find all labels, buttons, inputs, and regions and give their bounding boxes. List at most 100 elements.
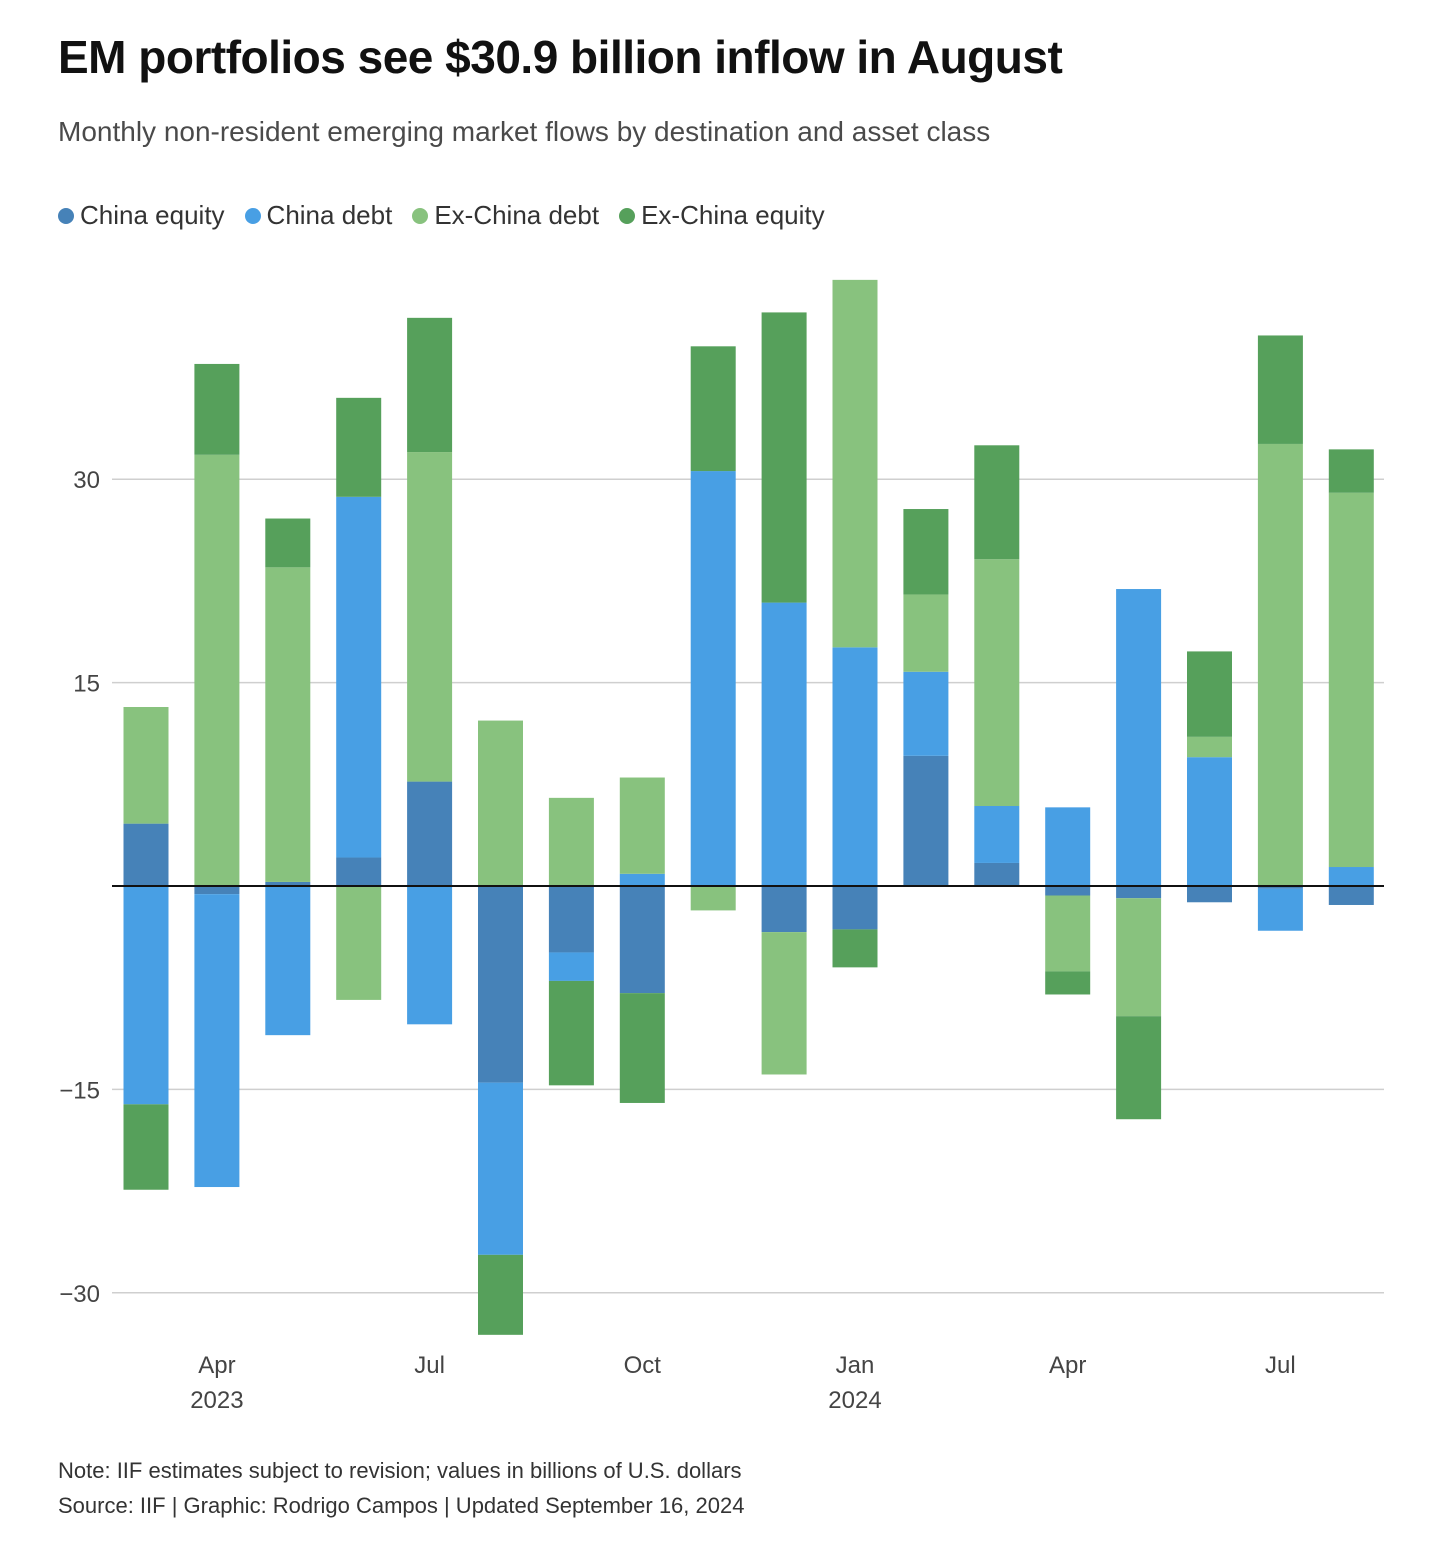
bar-china-equity <box>1328 886 1374 905</box>
bar-ex-china-debt <box>265 567 311 882</box>
bar-ex-china-debt <box>336 886 382 1000</box>
legend-item-china-debt: China debt <box>244 200 393 231</box>
bar-ex-china-equity <box>903 509 949 595</box>
bar-china-equity <box>619 886 665 994</box>
bar-ex-china-equity <box>832 929 878 968</box>
legend-swatch-ex-china-debt <box>412 207 429 224</box>
bar-china-debt <box>619 873 665 886</box>
bar-china-debt <box>1257 888 1303 931</box>
bar-china-equity <box>1045 886 1091 896</box>
bar-ex-china-equity <box>407 317 453 453</box>
bar-china-debt <box>761 602 807 886</box>
bar-china-debt <box>1187 757 1232 886</box>
bar-china-debt <box>478 1082 523 1255</box>
x-tick-label: Jul <box>414 1352 445 1379</box>
x-tick-year-label: 2023 <box>190 1387 243 1414</box>
bar-ex-china-equity <box>265 518 311 568</box>
bar-ex-china-equity <box>1116 1016 1162 1120</box>
bar-ex-china-debt <box>1116 898 1162 1017</box>
legend-swatch-china-equity <box>58 207 74 224</box>
bar-china-equity <box>903 755 949 886</box>
x-tick-label: Oct <box>624 1352 662 1379</box>
bar-ex-china-equity <box>548 980 594 1086</box>
bar-ex-china-debt <box>123 707 169 824</box>
bar-ex-china-debt <box>903 594 949 672</box>
x-tick-year-label: 2024 <box>828 1387 881 1414</box>
chart-subtitle: Monthly non-resident emerging market flo… <box>58 116 991 147</box>
chart-source: Source: IIF | Graphic: Rodrigo Campos | … <box>58 1493 745 1518</box>
legend-item-ex-china-debt: Ex-China debt <box>412 200 599 231</box>
bar-china-debt <box>336 496 382 858</box>
bar-china-equity <box>478 886 523 1083</box>
bar-china-equity <box>123 823 169 886</box>
bar-ex-china-debt <box>1045 895 1091 972</box>
legend-label: China debt <box>266 200 393 230</box>
bar-ex-china-equity <box>123 1104 169 1190</box>
bar-ex-china-equity <box>761 312 807 603</box>
bar-china-equity <box>832 886 878 930</box>
bar-china-debt <box>548 952 594 981</box>
bar-ex-china-equity <box>336 397 382 497</box>
x-tick-label: Apr <box>198 1352 235 1379</box>
y-tick-label: −15 <box>59 1077 100 1104</box>
bar-china-debt <box>1328 867 1374 886</box>
bar-china-equity <box>265 881 311 886</box>
legend-label: Ex-China debt <box>434 200 600 230</box>
legend-item-china-equity: China equity <box>58 200 225 231</box>
bar-ex-china-debt <box>1257 443 1303 886</box>
bar-china-equity <box>761 886 807 933</box>
bar-china-equity <box>974 862 1020 886</box>
bar-china-debt <box>194 894 240 1188</box>
legend-label: China equity <box>80 200 225 230</box>
legend-item-ex-china-equity: Ex-China equity <box>619 200 825 231</box>
bar-ex-china-equity <box>619 993 665 1103</box>
bar-china-debt <box>265 886 311 1036</box>
x-tick-label: Apr <box>1049 1352 1086 1379</box>
x-tick-label: Jul <box>1265 1352 1296 1379</box>
bar-ex-china-debt <box>548 797 594 886</box>
bar-china-debt <box>1116 589 1162 886</box>
bar-china-equity <box>407 781 453 886</box>
bar-ex-china-debt <box>974 559 1020 806</box>
bar-china-equity <box>548 886 594 953</box>
y-tick-label: −30 <box>59 1281 100 1308</box>
chart-note: Note: IIF estimates subject to revision;… <box>58 1458 742 1483</box>
bar-china-debt <box>974 805 1020 863</box>
bar-ex-china-equity <box>690 346 736 472</box>
bar-ex-china-debt <box>478 720 523 886</box>
x-tick-label: Jan <box>836 1352 875 1379</box>
bar-china-equity <box>194 886 240 895</box>
bar-ex-china-equity <box>194 363 240 455</box>
bar-ex-china-equity <box>1257 335 1303 444</box>
bar-ex-china-equity <box>1328 449 1374 493</box>
bar-ex-china-debt <box>619 777 665 874</box>
bar-ex-china-debt <box>761 932 807 1075</box>
bar-china-debt <box>123 886 169 1105</box>
bar-china-equity <box>336 857 382 886</box>
y-tick-label: 15 <box>73 671 100 698</box>
bar-china-debt <box>832 647 878 886</box>
bar-ex-china-debt <box>194 454 240 886</box>
bar-ex-china-equity <box>974 445 1020 560</box>
legend-swatch-china-debt <box>244 207 261 224</box>
legend-swatch-ex-china-equity <box>619 207 636 224</box>
legend: China equity China debt Ex-China debt Ex… <box>58 200 845 231</box>
bar-ex-china-debt <box>690 886 736 911</box>
bar-china-debt <box>690 471 736 886</box>
bar-ex-china-equity <box>1187 651 1232 737</box>
bar-ex-china-debt <box>832 279 878 648</box>
bar-china-debt <box>1045 807 1091 886</box>
bar-china-equity <box>1257 886 1303 889</box>
chart-title: EM portfolios see $30.9 billion inflow i… <box>58 31 1063 83</box>
bar-china-equity <box>1116 886 1162 899</box>
bar-ex-china-equity <box>478 1254 523 1335</box>
bar-ex-china-debt <box>407 452 453 782</box>
bar-ex-china-equity <box>1045 971 1091 995</box>
y-tick-label: 30 <box>73 467 100 494</box>
bar-ex-china-debt <box>1187 736 1232 758</box>
bar-china-debt <box>407 886 453 1025</box>
legend-label: Ex-China equity <box>641 200 825 230</box>
bar-ex-china-debt <box>1328 492 1374 868</box>
bar-china-equity <box>1187 886 1232 903</box>
